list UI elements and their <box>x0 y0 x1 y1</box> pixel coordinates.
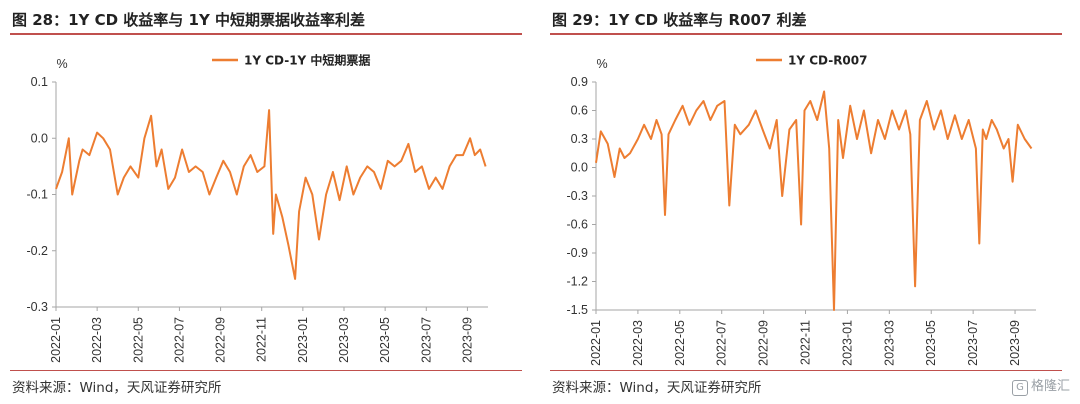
source-rule <box>10 370 522 371</box>
y-tick-label: 0.1 <box>31 75 48 89</box>
x-tick-label: 2023-07 <box>419 317 433 363</box>
x-tick-label: 2023-01 <box>840 320 854 366</box>
unit-label: % <box>56 57 67 71</box>
x-tick-label: 2022-01 <box>589 320 603 366</box>
x-tick-label: 2022-05 <box>131 317 145 363</box>
y-tick-label: 0.9 <box>571 75 588 89</box>
y-tick-label: -0.2 <box>26 244 48 258</box>
series-line <box>595 90 1033 311</box>
watermark: G 格隆汇 <box>1011 375 1070 396</box>
x-tick-label: 2022-05 <box>673 320 687 366</box>
x-tick-label: 2022-07 <box>172 317 186 363</box>
title-rule <box>10 33 522 35</box>
y-tick-label: 0.6 <box>571 104 588 118</box>
x-tick-label: 2022-11 <box>255 317 269 362</box>
x-tick-label: 2023-07 <box>966 320 980 366</box>
x-tick-label: 2023-05 <box>378 317 392 363</box>
y-tick-label: -0.9 <box>566 246 588 260</box>
source-rule <box>550 370 1062 371</box>
x-tick-label: 2022-03 <box>631 320 645 366</box>
y-tick-label: 0.3 <box>571 132 588 146</box>
title-rule <box>550 33 1062 35</box>
source-note: 资料来源：Wind，天风证券研究所 <box>552 380 762 396</box>
watermark-logo-icon: G <box>1011 380 1028 396</box>
x-tick-label: 2023-05 <box>924 320 938 366</box>
figure-title: 图 28：1Y CD 收益率与 1Y 中短期票据收益率利差 <box>12 11 366 29</box>
x-tick-label: 2023-03 <box>882 320 896 366</box>
legend-label: 1Y CD-R007 <box>788 54 867 68</box>
unit-label: % <box>596 57 607 71</box>
x-tick-label: 2022-11 <box>799 320 813 365</box>
watermark-text: 格隆汇 <box>1030 379 1070 394</box>
legend-label: 1Y CD-1Y 中短期票据 <box>244 53 370 68</box>
y-tick-label: -0.3 <box>566 189 588 203</box>
figure-title: 图 29：1Y CD 收益率与 R007 利差 <box>552 11 807 29</box>
series-line <box>55 109 487 280</box>
x-tick-label: 2023-09 <box>1008 320 1022 366</box>
y-tick-label: -0.6 <box>566 218 588 232</box>
spread-chart-cd-vs-r007: % 0.9 0.6 0.3 0.0 -0.3 -0.6 -0.9 -1.2 -1.52022-01… <box>566 54 1036 366</box>
figure-panel-left: 图 28：1Y CD 收益率与 1Y 中短期票据收益率利差 % 0.1 0.0 -0.… <box>0 0 530 404</box>
y-tick-label: -1.2 <box>566 275 588 289</box>
figure-panel-right: 图 29：1Y CD 收益率与 R007 利差 % 0.9 0.6 0.3 0.0 -0.… <box>540 0 1070 404</box>
y-tick-label: 0.0 <box>31 131 48 145</box>
x-tick-label: 2022-09 <box>757 320 771 366</box>
x-tick-label: 2023-09 <box>460 317 474 363</box>
x-tick-label: 2022-09 <box>214 317 228 363</box>
y-tick-label: -1.5 <box>566 303 588 317</box>
x-tick-label: 2023-03 <box>337 317 351 363</box>
y-tick-label: -0.3 <box>26 300 48 314</box>
x-tick-label: 2022-01 <box>49 317 63 363</box>
y-tick-label: -0.1 <box>26 188 48 202</box>
x-tick-label: 2022-03 <box>90 317 104 363</box>
x-tick-label: 2023-01 <box>296 317 310 363</box>
x-tick-label: 2022-07 <box>715 320 729 366</box>
source-note: 资料来源：Wind，天风证券研究所 <box>12 380 222 396</box>
y-tick-label: 0.0 <box>571 161 588 175</box>
